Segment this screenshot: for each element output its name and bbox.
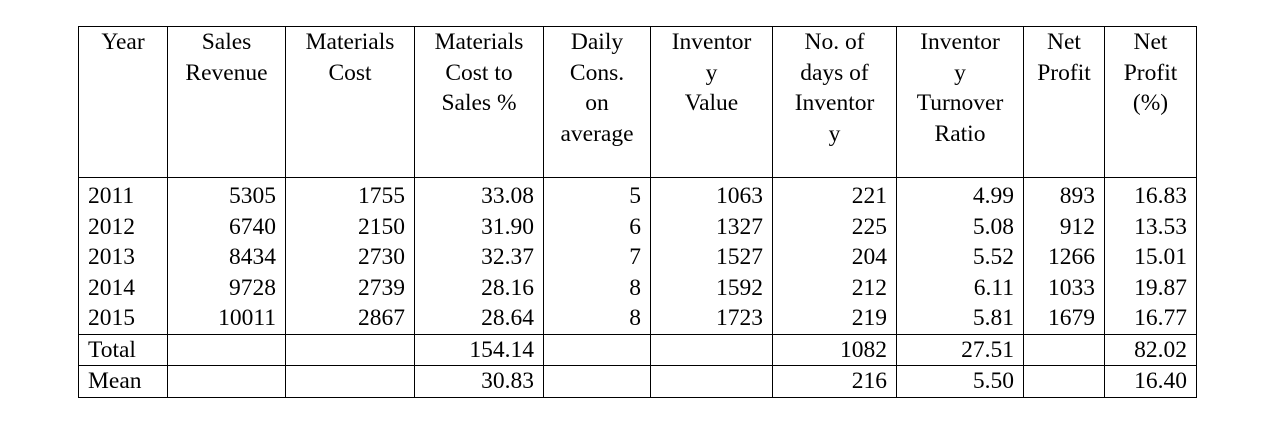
financial-data-table: Year Sales Revenue Materials Cost Material…	[78, 26, 1197, 398]
table-cell: 219	[772, 303, 897, 334]
table-cell: 5305	[167, 177, 286, 212]
table-cell: 2013	[78, 242, 168, 273]
header-row: Year Sales Revenue Materials Cost Material…	[78, 26, 1197, 178]
table-cell: 1755	[285, 177, 415, 212]
table-cell: 8434	[167, 242, 286, 273]
table-cell: 16.77	[1104, 303, 1197, 334]
header-net-profit-percent: Net Profit (%)	[1104, 26, 1197, 178]
header-materials-cost-to-sales: Materials Cost to Sales %	[414, 26, 544, 178]
table-row: 2015 10011 2867 28.64 8 1723 219 5.81 16…	[78, 303, 1197, 334]
table-cell: 2150	[285, 211, 415, 242]
table-cell: 28.64	[414, 303, 544, 334]
table-cell: 2014	[78, 272, 168, 303]
table-cell: 30.83	[414, 365, 544, 398]
table-row: 2013 8434 2730 32.37 7 1527 204 5.52 126…	[78, 242, 1197, 273]
table-cell: 13.53	[1104, 211, 1197, 242]
table-cell: 6740	[167, 211, 286, 242]
table-cell: Total	[78, 333, 168, 366]
header-sales-revenue: Sales Revenue	[167, 26, 286, 178]
table-cell: 2015	[78, 303, 168, 334]
table-cell: 1527	[650, 242, 773, 273]
mean-row: Mean 30.83 216 5.50 16.40	[78, 365, 1197, 398]
table-cell	[285, 365, 415, 398]
table-cell: 2739	[285, 272, 415, 303]
table-cell: 27.51	[896, 333, 1024, 366]
table-cell: 4.99	[896, 177, 1024, 212]
table-cell: 16.83	[1104, 177, 1197, 212]
table-cell: 19.87	[1104, 272, 1197, 303]
table-cell	[285, 333, 415, 366]
table-cell: 16.40	[1104, 365, 1197, 398]
table-cell: 31.90	[414, 211, 544, 242]
table-row: 2012 6740 2150 31.90 6 1327 225 5.08 912…	[78, 211, 1197, 242]
table-cell: 2011	[78, 177, 168, 212]
table-cell	[167, 333, 286, 366]
table-cell: 1082	[772, 333, 897, 366]
table-cell: 6	[543, 211, 651, 242]
table-cell: 216	[772, 365, 897, 398]
table-cell: 1266	[1023, 242, 1105, 273]
table-cell: 2867	[285, 303, 415, 334]
table-row: 2014 9728 2739 28.16 8 1592 212 6.11 103…	[78, 272, 1197, 303]
table-cell: 7	[543, 242, 651, 273]
table-cell: 2012	[78, 211, 168, 242]
header-inventory-turnover-ratio: Inventor y Turnover Ratio	[896, 26, 1024, 178]
table-cell: 33.08	[414, 177, 544, 212]
table-cell: 225	[772, 211, 897, 242]
table-cell: 893	[1023, 177, 1105, 212]
table-cell: 1723	[650, 303, 773, 334]
table-cell	[543, 333, 651, 366]
header-days-of-inventory: No. of days of Inventor y	[772, 26, 897, 178]
table-cell: 2730	[285, 242, 415, 273]
table-cell: 1033	[1023, 272, 1105, 303]
table-cell: 28.16	[414, 272, 544, 303]
table-cell: 204	[772, 242, 897, 273]
table-cell: 212	[772, 272, 897, 303]
table-cell: 8	[543, 303, 651, 334]
table-cell: 912	[1023, 211, 1105, 242]
table-cell: 15.01	[1104, 242, 1197, 273]
table-row: 2011 5305 1755 33.08 5 1063 221 4.99 893…	[78, 177, 1197, 212]
table-cell: 8	[543, 272, 651, 303]
total-row: Total 154.14 1082 27.51 82.02	[78, 333, 1197, 366]
table-cell: 5	[543, 177, 651, 212]
table-cell: 5.50	[896, 365, 1024, 398]
table-cell: 221	[772, 177, 897, 212]
header-materials-cost: Materials Cost	[285, 26, 415, 178]
table-cell: 9728	[167, 272, 286, 303]
table-cell: Mean	[78, 365, 168, 398]
header-year: Year	[78, 26, 168, 178]
table-cell: 5.08	[896, 211, 1024, 242]
table-cell: 5.81	[896, 303, 1024, 334]
table-cell: 1327	[650, 211, 773, 242]
table-cell: 32.37	[414, 242, 544, 273]
table-cell: 5.52	[896, 242, 1024, 273]
header-inventory-value: Inventor y Value	[650, 26, 773, 178]
header-daily-consumption: Daily Cons. on average	[543, 26, 651, 178]
table-cell: 10011	[167, 303, 286, 334]
table-cell	[167, 365, 286, 398]
table-cell	[650, 365, 773, 398]
table-cell	[650, 333, 773, 366]
table-cell: 6.11	[896, 272, 1024, 303]
table-cell	[543, 365, 651, 398]
table-cell: 82.02	[1104, 333, 1197, 366]
table-cell: 154.14	[414, 333, 544, 366]
table-cell: 1592	[650, 272, 773, 303]
table-cell: 1679	[1023, 303, 1105, 334]
table-cell	[1023, 333, 1105, 366]
table-cell: 1063	[650, 177, 773, 212]
table-cell	[1023, 365, 1105, 398]
header-net-profit: Net Profit	[1023, 26, 1105, 178]
